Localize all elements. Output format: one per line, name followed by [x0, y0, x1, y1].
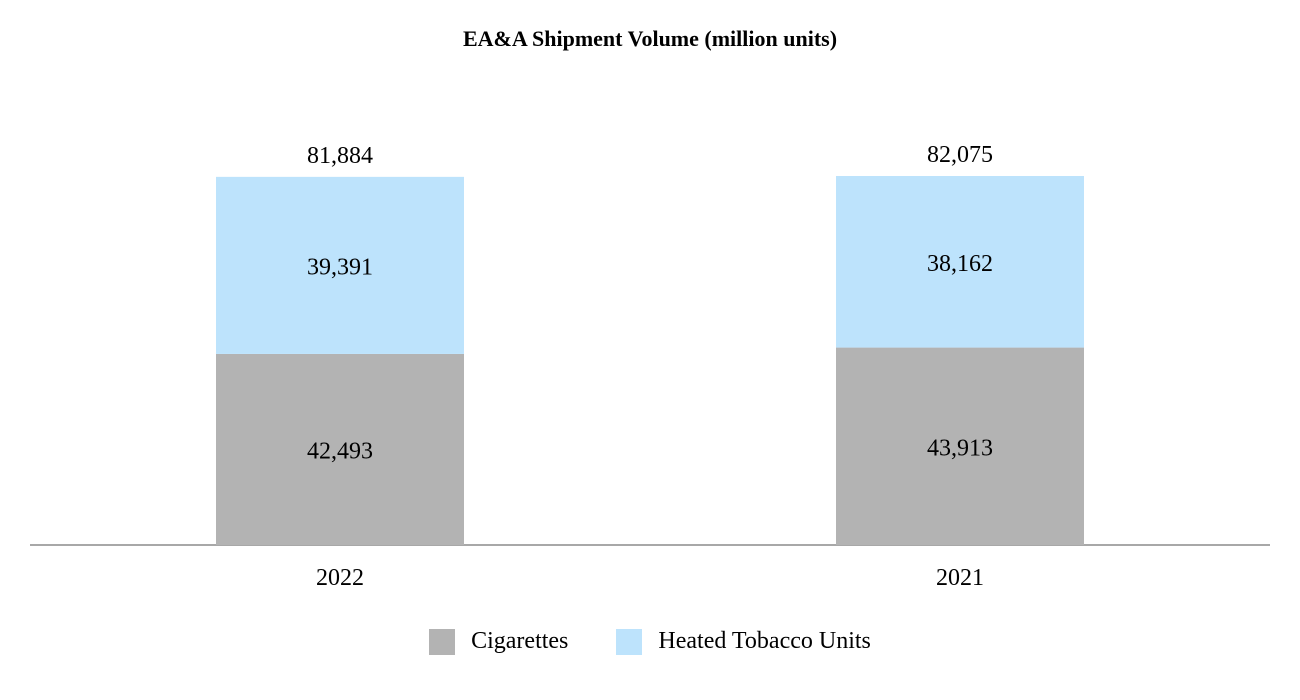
- legend-item-cigarettes: Cigarettes: [429, 628, 568, 655]
- bar-heated-tobacco-units-2022: [216, 176, 464, 354]
- labels-layer: 42,493 39,391 81,884 2022 43,913 38,162 82,075…: [307, 142, 993, 591]
- data-label-cigarettes-2021: 43,913: [927, 435, 993, 461]
- bars-layer: [216, 176, 1084, 545]
- legend-item-heated-tobacco-units: Heated Tobacco Units: [616, 628, 871, 655]
- bar-cigarettes-2022: [216, 353, 464, 545]
- total-label-2021: 82,075: [927, 142, 993, 168]
- total-label-2022: 81,884: [307, 143, 373, 169]
- x-tick-label-2021: 2021: [936, 565, 984, 591]
- data-label-heated-tobacco-units-2021: 38,162: [927, 251, 993, 277]
- legend-label-heated-tobacco-units: Heated Tobacco Units: [658, 628, 871, 654]
- x-tick-label-2022: 2022: [316, 565, 364, 591]
- legend-swatch-heated-tobacco-units: [616, 628, 643, 655]
- legend-swatch-cigarettes: [429, 628, 456, 655]
- chart-title: EA&A Shipment Volume (million units): [462, 26, 838, 51]
- legend-label-cigarettes: Cigarettes: [471, 628, 569, 654]
- bar-cigarettes-2021: [836, 347, 1084, 545]
- bar-heated-tobacco-units-2021: [836, 176, 1084, 348]
- data-label-cigarettes-2022: 42,493: [307, 438, 373, 464]
- legend: Cigarettes Heated Tobacco Units: [0, 628, 1300, 655]
- data-label-heated-tobacco-units-2022: 39,391: [307, 254, 373, 280]
